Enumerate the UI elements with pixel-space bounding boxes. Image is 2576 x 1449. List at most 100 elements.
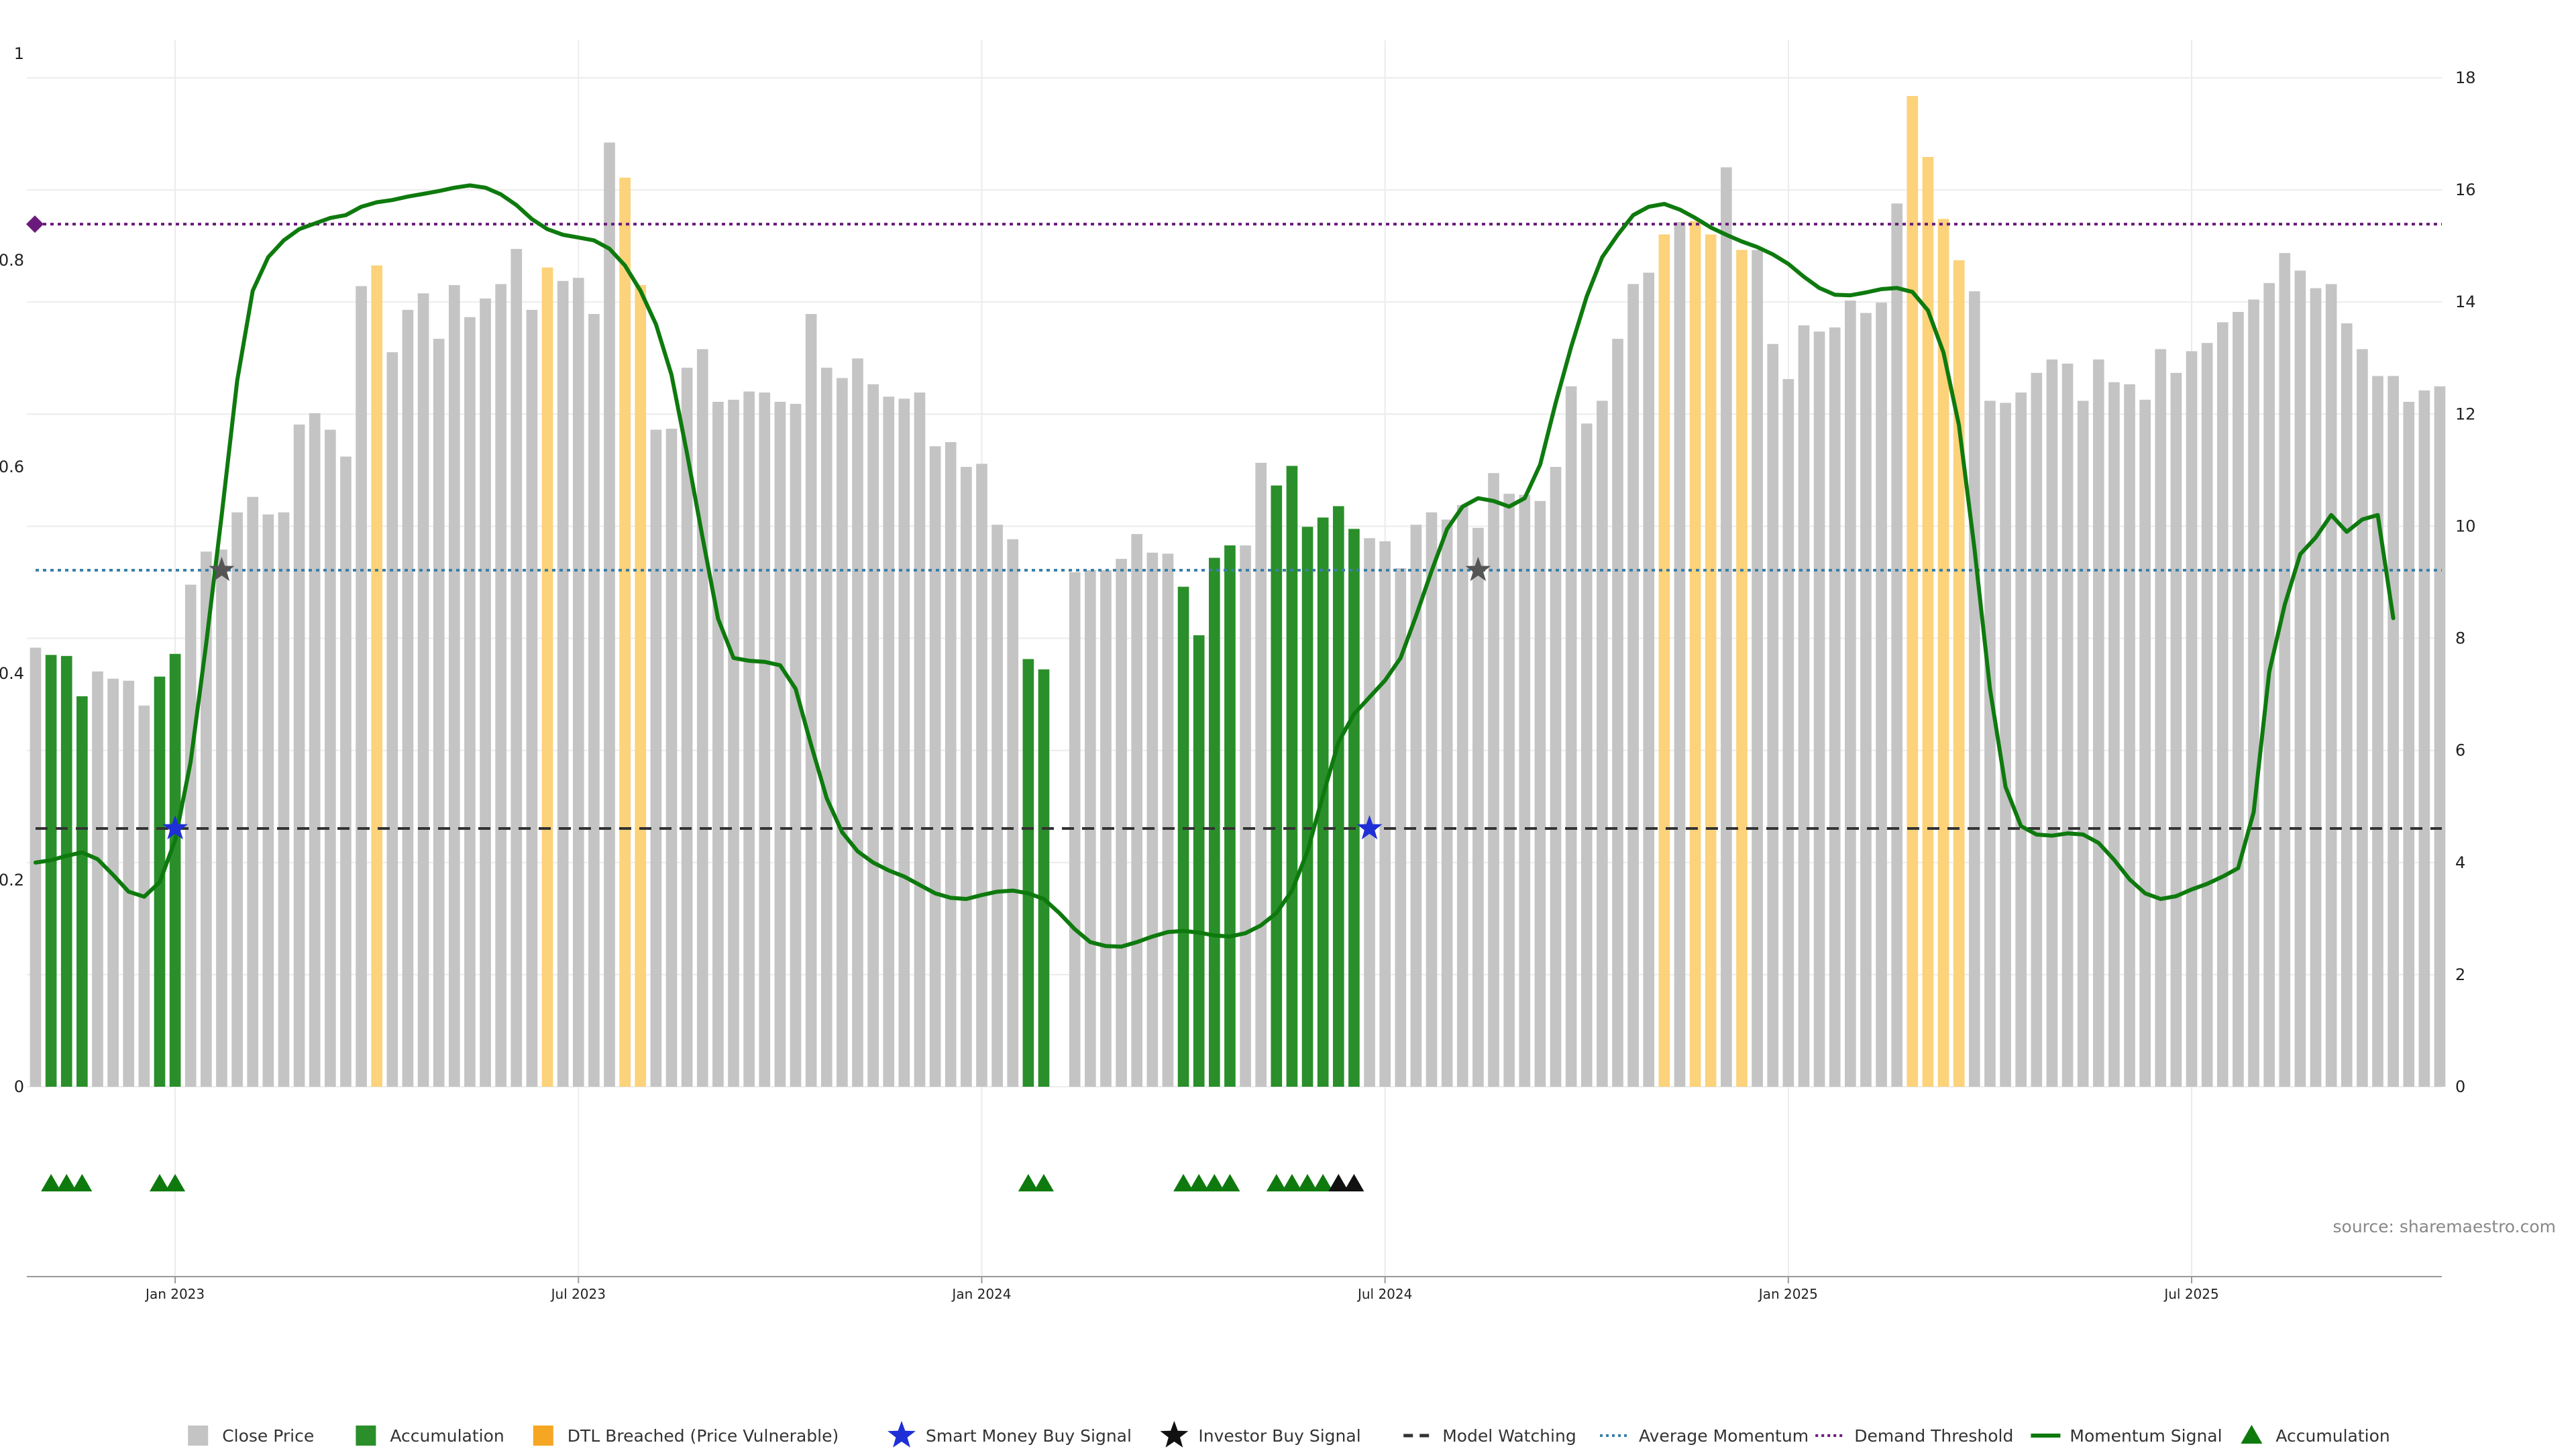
accumulation-bar	[1177, 586, 1189, 1087]
legend-item-momentum: Momentum Signal	[2031, 1426, 2222, 1446]
close-price-bar	[1410, 525, 1422, 1087]
price-bars	[30, 96, 2446, 1087]
legend-star-icon	[888, 1421, 916, 1448]
close-price-bar	[2186, 351, 2198, 1087]
close-price-bar	[201, 551, 212, 1087]
close-price-bar	[526, 309, 538, 1087]
close-price-bar	[681, 368, 693, 1087]
close-price-bar	[495, 284, 507, 1087]
right-axis-tick-label: 0	[2455, 1077, 2465, 1096]
demand-threshold-marker	[26, 215, 44, 233]
close-price-bar	[2294, 270, 2306, 1087]
close-price-bar	[2092, 359, 2104, 1087]
close-price-bar	[837, 378, 848, 1087]
legend-swatch	[188, 1426, 209, 1446]
close-price-bar	[309, 413, 321, 1087]
close-price-bar	[1426, 512, 1438, 1087]
close-price-bar	[1876, 303, 1887, 1087]
close-price-bar	[1627, 284, 1639, 1087]
legend: Close Price Accumulation DTL Breached (Pri…	[188, 1421, 2390, 1448]
close-price-bar	[790, 404, 802, 1087]
close-price-bar	[1131, 534, 1143, 1087]
close-price-bar	[2387, 376, 2399, 1087]
right-axis-tick-label: 12	[2455, 405, 2476, 423]
right-axis-tick-label: 18	[2455, 68, 2476, 87]
close-price-bar	[2061, 364, 2074, 1087]
accumulation-triangle-marker	[41, 1174, 62, 1191]
dtl-breached-bar	[1907, 96, 1919, 1087]
accumulation-bar	[1286, 466, 1298, 1087]
close-price-bar	[1891, 203, 1903, 1087]
close-price-bar	[433, 339, 445, 1087]
accumulation-triangle-marker	[56, 1174, 77, 1191]
close-price-bar	[2108, 382, 2120, 1087]
close-price-bar	[2216, 322, 2229, 1087]
close-price-bar	[1255, 462, 1267, 1087]
accumulation-triangle-marker	[1189, 1174, 1210, 1191]
close-price-bar	[2124, 384, 2135, 1087]
dtl-breached-bar	[1937, 219, 1949, 1087]
legend-item-demand-threshold: Demand Threshold	[1815, 1426, 2013, 1446]
close-price-bar	[1472, 527, 1484, 1087]
accumulation-bar	[1224, 545, 1236, 1087]
close-price-bar	[2155, 349, 2167, 1087]
momentum-signal-line	[34, 183, 2396, 949]
dtl-breached-bar	[1658, 234, 1670, 1087]
right-axis-tick-label: 14	[2455, 292, 2476, 311]
left-axis-tick-label: 0	[14, 1077, 24, 1096]
dtl-breached-bar	[371, 265, 383, 1087]
close-price-bar	[123, 680, 135, 1087]
accumulation-bar	[1193, 635, 1205, 1087]
close-price-bar	[650, 429, 662, 1087]
legend-swatch	[356, 1426, 376, 1446]
close-price-bar	[2279, 253, 2291, 1087]
close-price-bar	[278, 512, 290, 1087]
right-axis-tick-label: 10	[2455, 517, 2476, 535]
accumulation-triangle-marker	[1173, 1174, 1194, 1191]
close-price-bar	[2341, 323, 2353, 1087]
close-price-bar	[914, 392, 926, 1087]
close-price-bar	[1007, 539, 1019, 1087]
legend-star-icon	[1160, 1421, 1189, 1448]
left-axis-tick-label: 0.8	[0, 251, 24, 270]
close-price-bar	[1534, 500, 1546, 1087]
close-price-bar	[805, 314, 817, 1087]
close-price-bar	[1612, 339, 1623, 1087]
legend-item-smart-money: Smart Money Buy Signal	[888, 1421, 1132, 1448]
close-price-bar	[557, 280, 569, 1087]
accumulation-triangle-marker	[1281, 1174, 1302, 1191]
close-price-bar	[1550, 467, 1562, 1087]
close-price-bar	[588, 314, 600, 1087]
close-price-bar	[1456, 504, 1468, 1087]
close-price-bar	[2233, 312, 2244, 1087]
accumulation-triangle-marker	[1033, 1174, 1054, 1191]
close-price-bar	[2357, 349, 2368, 1087]
legend-label: Close Price	[222, 1426, 314, 1446]
close-price-bar	[2170, 372, 2182, 1087]
left-axis-tick-label: 0.6	[0, 458, 24, 476]
close-price-bar	[2403, 401, 2415, 1087]
right-axis-tick-label: 2	[2455, 965, 2465, 984]
close-price-bar	[1395, 568, 1407, 1087]
close-price-bar	[572, 278, 584, 1087]
accumulation-bar	[1332, 506, 1344, 1087]
close-price-bar	[231, 512, 243, 1087]
close-price-bar	[1798, 325, 1810, 1087]
close-price-bar	[356, 286, 367, 1087]
close-price-bar	[1580, 423, 1593, 1087]
close-price-bar	[2000, 402, 2011, 1087]
close-price-bar	[1519, 494, 1531, 1087]
right-axis-tick-label: 8	[2455, 629, 2465, 648]
right-axis-tick-label: 6	[2455, 741, 2465, 760]
accumulation-bar	[1022, 659, 1034, 1087]
left-axis-tick-label: 0.2	[0, 871, 24, 890]
close-price-bar	[2031, 372, 2043, 1087]
close-price-bar	[1782, 379, 1794, 1087]
legend-label: Demand Threshold	[1854, 1426, 2013, 1446]
accumulation-bar	[1208, 557, 1220, 1087]
right-axis-tick-label: 16	[2455, 180, 2476, 199]
legend-label: Model Watching	[1442, 1426, 1576, 1446]
smart-money-buy-star	[1356, 815, 1383, 840]
close-price-bar	[665, 429, 678, 1087]
